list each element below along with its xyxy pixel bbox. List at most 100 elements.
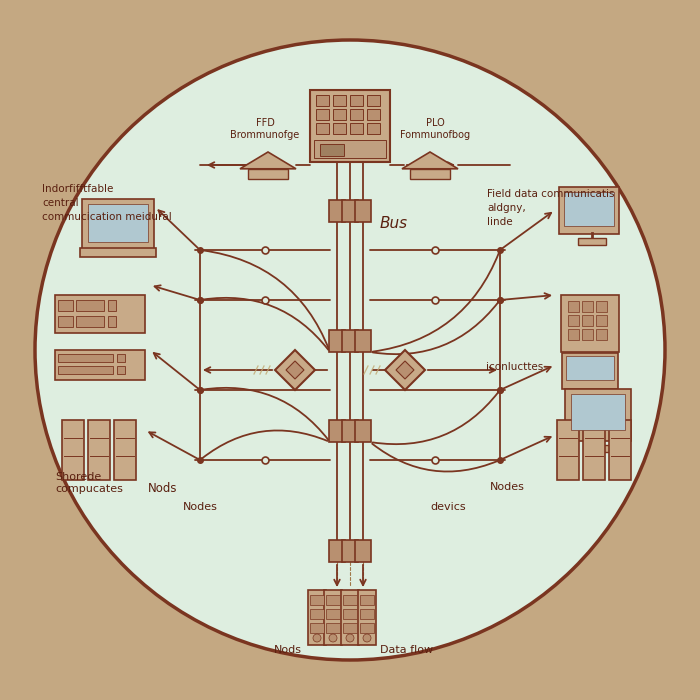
Bar bbox=[360, 595, 374, 605]
FancyBboxPatch shape bbox=[114, 420, 136, 480]
Polygon shape bbox=[385, 350, 425, 390]
Bar bbox=[333, 123, 346, 134]
Bar bbox=[117, 366, 125, 374]
Bar bbox=[58, 316, 73, 327]
Bar bbox=[316, 95, 329, 106]
Circle shape bbox=[346, 634, 354, 642]
Bar bbox=[326, 595, 340, 605]
Bar bbox=[320, 144, 344, 156]
Text: Nods: Nods bbox=[148, 482, 178, 495]
Ellipse shape bbox=[35, 40, 665, 660]
Polygon shape bbox=[275, 350, 315, 390]
FancyBboxPatch shape bbox=[557, 420, 579, 480]
Bar bbox=[326, 609, 340, 619]
Bar bbox=[329, 200, 345, 222]
Bar bbox=[355, 200, 371, 222]
Bar bbox=[582, 329, 593, 340]
Circle shape bbox=[363, 634, 371, 642]
Bar bbox=[329, 420, 345, 442]
Bar bbox=[58, 300, 73, 311]
FancyBboxPatch shape bbox=[82, 199, 154, 249]
Bar bbox=[342, 330, 358, 352]
Text: Field data communicatis
aldgny,
linde: Field data communicatis aldgny, linde bbox=[487, 189, 615, 227]
FancyBboxPatch shape bbox=[308, 590, 326, 645]
Bar bbox=[310, 623, 324, 633]
Bar bbox=[350, 95, 363, 106]
Bar bbox=[88, 204, 148, 242]
Bar bbox=[360, 609, 374, 619]
Bar bbox=[582, 301, 593, 312]
FancyBboxPatch shape bbox=[609, 420, 631, 480]
Bar bbox=[566, 356, 614, 380]
Bar bbox=[342, 200, 358, 222]
Bar bbox=[350, 123, 363, 134]
Bar bbox=[316, 109, 329, 120]
Bar bbox=[568, 329, 579, 340]
Bar bbox=[248, 169, 288, 178]
Bar bbox=[117, 354, 125, 362]
Bar bbox=[367, 109, 380, 120]
Bar bbox=[355, 330, 371, 352]
Bar bbox=[76, 316, 104, 327]
FancyBboxPatch shape bbox=[310, 90, 390, 162]
Bar bbox=[310, 595, 324, 605]
Bar bbox=[571, 394, 625, 430]
Bar bbox=[578, 238, 606, 245]
FancyBboxPatch shape bbox=[55, 295, 145, 333]
Bar bbox=[342, 540, 358, 562]
FancyBboxPatch shape bbox=[55, 350, 145, 380]
Bar bbox=[333, 95, 346, 106]
Bar bbox=[367, 123, 380, 134]
Bar bbox=[564, 192, 614, 226]
Bar bbox=[596, 301, 607, 312]
Bar bbox=[596, 315, 607, 326]
Bar bbox=[355, 420, 371, 442]
FancyBboxPatch shape bbox=[565, 389, 631, 441]
Bar bbox=[108, 316, 116, 327]
FancyBboxPatch shape bbox=[562, 353, 618, 389]
Text: Nodes: Nodes bbox=[490, 482, 525, 492]
Bar bbox=[596, 329, 607, 340]
Bar bbox=[329, 330, 345, 352]
Bar bbox=[310, 609, 324, 619]
Polygon shape bbox=[396, 361, 414, 379]
Text: devics: devics bbox=[430, 502, 466, 512]
FancyBboxPatch shape bbox=[88, 420, 110, 480]
Bar bbox=[314, 140, 386, 158]
Text: Data flow: Data flow bbox=[380, 645, 433, 655]
FancyBboxPatch shape bbox=[559, 187, 619, 234]
Text: Bus: Bus bbox=[380, 216, 408, 231]
Bar bbox=[343, 623, 357, 633]
Bar bbox=[584, 445, 612, 452]
FancyBboxPatch shape bbox=[62, 420, 84, 480]
Polygon shape bbox=[240, 152, 296, 169]
FancyBboxPatch shape bbox=[324, 590, 342, 645]
FancyBboxPatch shape bbox=[561, 295, 619, 352]
Text: FFD
Brommunofge: FFD Brommunofge bbox=[230, 118, 300, 140]
FancyBboxPatch shape bbox=[583, 420, 605, 480]
Bar bbox=[367, 95, 380, 106]
FancyBboxPatch shape bbox=[358, 590, 376, 645]
Bar bbox=[58, 366, 113, 374]
Text: Shorede
compucates: Shorede compucates bbox=[55, 473, 123, 494]
Bar bbox=[582, 315, 593, 326]
Bar bbox=[329, 540, 345, 562]
Bar bbox=[108, 300, 116, 311]
Bar bbox=[316, 123, 329, 134]
Bar bbox=[343, 609, 357, 619]
Bar bbox=[410, 169, 449, 178]
Circle shape bbox=[329, 634, 337, 642]
Bar bbox=[76, 300, 104, 311]
Bar bbox=[350, 109, 363, 120]
Bar bbox=[333, 109, 346, 120]
Bar bbox=[342, 420, 358, 442]
Text: Nods: Nods bbox=[274, 645, 302, 655]
FancyBboxPatch shape bbox=[341, 590, 359, 645]
Polygon shape bbox=[402, 152, 458, 169]
Text: PLO
Fommunofbog: PLO Fommunofbog bbox=[400, 118, 470, 140]
Bar bbox=[343, 595, 357, 605]
Bar bbox=[58, 354, 113, 362]
Text: Indorfifftfable
central
commucication meidural: Indorfifftfable central commucication me… bbox=[42, 184, 172, 222]
Bar bbox=[360, 623, 374, 633]
FancyBboxPatch shape bbox=[80, 248, 156, 257]
